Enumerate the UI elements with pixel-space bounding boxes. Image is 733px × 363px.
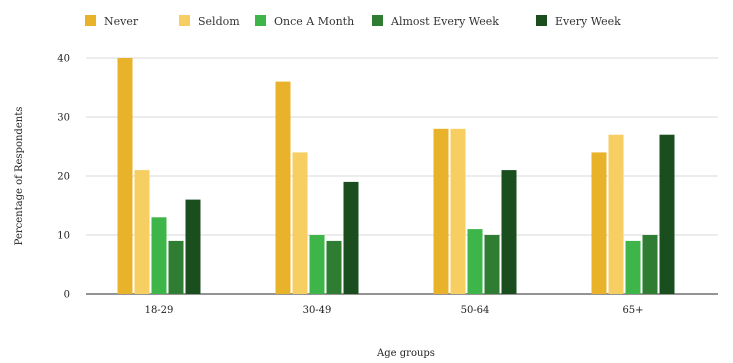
legend-item: Seldom [179,15,240,28]
x-tick-label: 18-29 [145,305,174,316]
bar [292,152,308,294]
y-axis-title: Percentage of Respondents [14,107,25,246]
bars [117,58,675,294]
bar [309,235,325,294]
bar [326,240,342,294]
y-tick-label: 20 [57,172,70,183]
y-tick-label: 30 [57,113,70,124]
bar [343,181,359,294]
legend-swatch [536,15,547,26]
x-axis: 18-29 30-49 50-64 65+ [145,305,644,316]
x-axis-title: Age groups [376,348,435,359]
bar [608,134,624,294]
bar [185,199,201,294]
y-tick-label: 40 [57,54,70,65]
bar [484,235,500,294]
legend-swatch [372,15,383,26]
legend-label: Never [104,15,139,28]
legend-swatch [255,15,266,26]
bar [275,81,291,294]
legend-swatch [179,15,190,26]
legend-label: Once A Month [274,15,354,28]
legend-item: Almost Every Week [372,15,499,28]
bar [625,240,641,294]
legend: Never Seldom Once A Month Almost Every Week… [85,15,621,28]
legend-swatch [85,15,96,26]
legend-label: Seldom [198,15,240,28]
legend-label: Every Week [555,15,621,28]
bar [501,170,517,294]
legend-item: Never [85,15,139,28]
legend-item: Every Week [536,15,621,28]
bar [168,240,184,294]
legend-item: Once A Month [255,15,354,28]
bar [117,58,133,294]
bar [151,217,167,294]
bar [134,170,150,294]
legend-label: Almost Every Week [390,15,499,28]
bar [467,229,483,294]
bar [433,128,449,294]
x-tick-label: 30-49 [303,305,332,316]
x-tick-label: 50-64 [461,305,490,316]
bar [450,128,466,294]
x-tick-label: 65+ [622,305,643,316]
bar [642,235,658,294]
y-axis: 0 10 20 30 40 [57,54,70,301]
y-tick-label: 10 [57,231,70,242]
bar [659,134,675,294]
y-tick-label: 0 [64,290,70,301]
bar [591,152,607,294]
